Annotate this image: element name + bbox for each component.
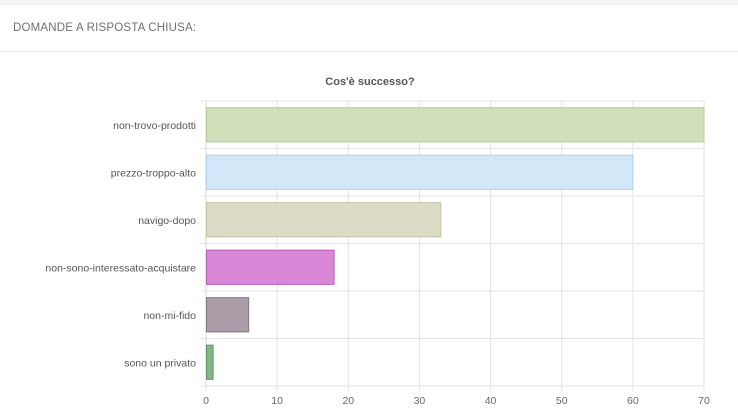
x-tick-label: 50 [556, 395, 568, 407]
y-category-label: non-trovo-prodotti [113, 120, 196, 132]
y-category-label: prezzo-troppo-alto [111, 167, 196, 179]
y-category-label: non-mi-fido [143, 310, 196, 322]
x-tick-label: 60 [627, 395, 639, 407]
x-tick-label: 20 [342, 395, 354, 407]
bar-layer [206, 107, 705, 380]
x-tick-label: 30 [414, 395, 426, 407]
bar-non-trovo-prodotti [206, 107, 705, 143]
bar-chart: Cos'è successo? 0 10 20 30 40 50 60 70 non-trovo… [45, 76, 710, 407]
grid-layer [201, 100, 705, 391]
bar-non-sono-interessato-acquistare [206, 249, 335, 285]
x-tick-label: 70 [698, 395, 710, 407]
bar-prezzo-troppo-alto [206, 154, 634, 190]
label-layer: 0 10 20 30 40 50 60 70 non-trovo-prodotti prezzo-… [45, 120, 710, 407]
x-tick-label: 10 [271, 395, 283, 407]
chart-container: Cos'è successo? 0 10 20 30 40 50 60 70 non-trovo… [0, 52, 738, 420]
bar-non-mi-fido [206, 297, 250, 333]
section-header: DOMANDE A RISPOSTA CHIUSA: [0, 5, 738, 52]
chart-title: Cos'è successo? [325, 76, 415, 88]
top-strip [0, 0, 738, 5]
y-category-label: navigo-dopo [138, 215, 196, 227]
section-title: DOMANDE A RISPOSTA CHIUSA: [13, 22, 197, 34]
bar-navigo-dopo [206, 202, 442, 238]
bar-sono-un-privato [206, 344, 214, 380]
x-tick-label: 40 [485, 395, 497, 407]
x-tick-label: 0 [203, 395, 209, 407]
y-category-label: non-sono-interessato-acquistare [45, 262, 196, 274]
y-category-label: sono un privato [124, 357, 196, 369]
